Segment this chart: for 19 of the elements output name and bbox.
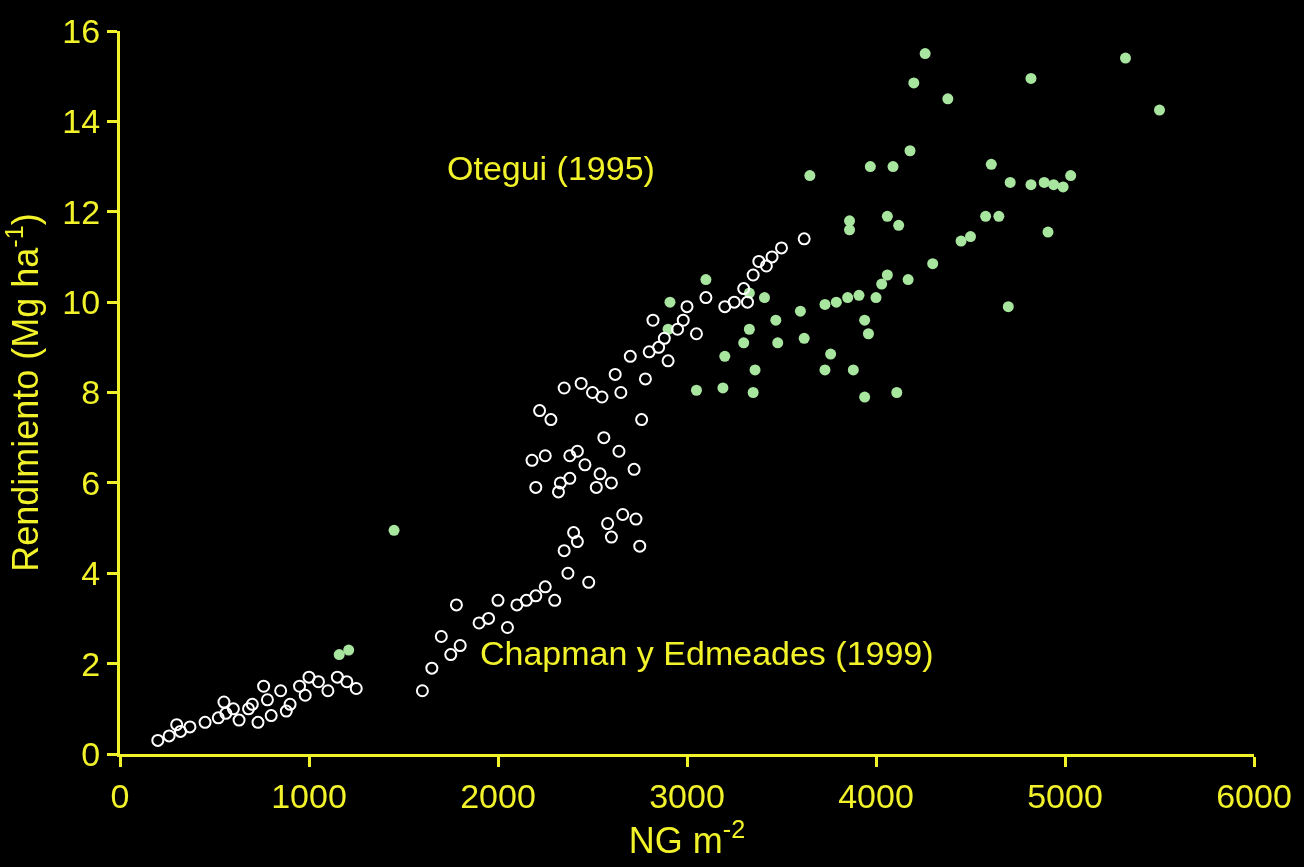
x-tick-label: 0 xyxy=(110,776,130,815)
x-tick-label: 3000 xyxy=(649,776,725,815)
x-tick-label: 2000 xyxy=(460,776,536,815)
y-tick-label: 2 xyxy=(81,644,101,683)
y-tick-label: 10 xyxy=(62,283,101,322)
series-label: Chapman y Edmeades (1999) xyxy=(480,634,934,672)
y-tick-label: 14 xyxy=(62,102,101,141)
y-tick-label: 16 xyxy=(62,11,101,50)
x-tick-label: 5000 xyxy=(1027,776,1103,815)
y-tick-label: 4 xyxy=(81,554,101,593)
y-tick-label: 8 xyxy=(81,373,101,412)
x-tick-label: 1000 xyxy=(271,776,347,815)
x-tick-label: 4000 xyxy=(838,776,914,815)
x-tick-label: 6000 xyxy=(1216,776,1292,815)
y-tick-label: 0 xyxy=(81,734,101,773)
y-tick-label: 6 xyxy=(81,463,101,502)
y-tick-label: 12 xyxy=(62,192,101,231)
text: Otegui (1995) xyxy=(447,149,655,187)
x-axis-title: NG m$^{-2}$ xyxy=(628,815,746,862)
